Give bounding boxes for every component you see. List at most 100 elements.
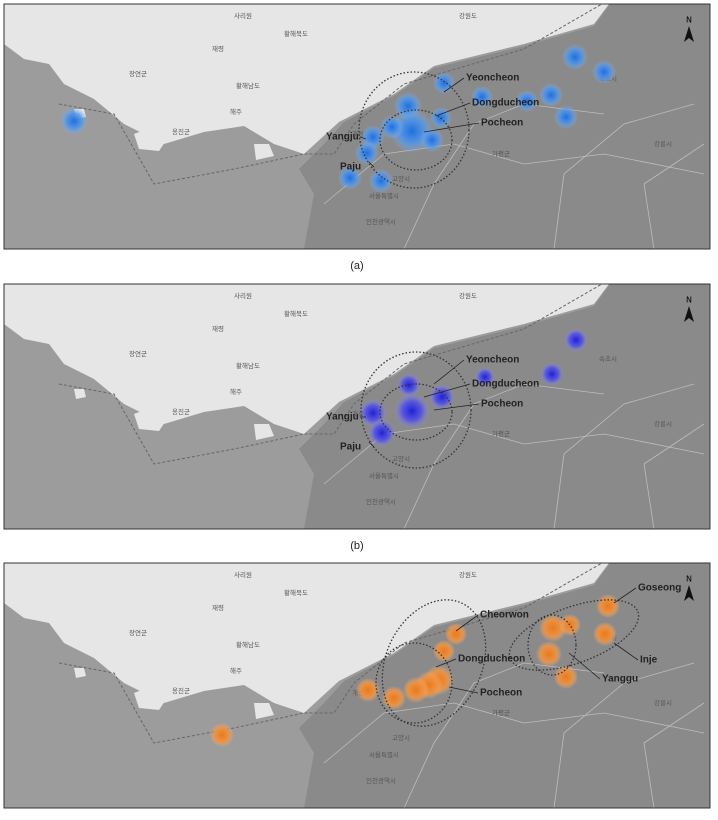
north-label: N — [686, 296, 692, 305]
region-outline — [527, 614, 577, 676]
region-outline — [375, 642, 453, 724]
map-place-label: 고양시 — [392, 734, 410, 742]
map-place-label: 서울특별시 — [369, 471, 399, 480]
leader-line — [435, 102, 471, 117]
hotspot — [433, 640, 455, 662]
map-place-label: 속초시 — [599, 355, 617, 363]
panel-frame — [3, 562, 711, 809]
leader-line — [448, 686, 479, 694]
leader-line — [613, 587, 637, 604]
region-label: Yeoncheon — [466, 73, 519, 84]
map-place-label: 장연군 — [129, 69, 147, 78]
map-panel: 강원도사리원황해북도재령장연군황해남도해주옹진군개성서울특별시인천광역시고양시가… — [3, 562, 711, 809]
hotspot — [210, 723, 234, 747]
panel-caption: (a) — [350, 260, 363, 272]
map-place-label: 고양시 — [392, 455, 410, 463]
hotspot — [445, 623, 467, 645]
map-place-label: 황해북도 — [284, 309, 308, 318]
leader-line — [433, 403, 480, 411]
map-place-label: 재령 — [212, 604, 224, 612]
map-place-label: 사리원 — [234, 291, 252, 300]
map-place-label: 황해남도 — [236, 81, 260, 90]
hotspot — [338, 166, 362, 190]
leader-line — [435, 658, 457, 668]
map-place-label: 장연군 — [129, 349, 147, 358]
hotspot — [554, 665, 578, 689]
leader-line — [455, 614, 479, 632]
hotspot — [356, 678, 380, 702]
border — [58, 4, 603, 185]
map-place-label: 재령 — [212, 325, 224, 333]
hotspot — [420, 128, 444, 152]
region-label: Dongducheon — [472, 98, 539, 109]
hotspot — [564, 328, 588, 352]
panel-frame — [3, 3, 711, 250]
hotspot — [596, 594, 620, 618]
hotspot — [429, 384, 455, 410]
hotspot — [592, 60, 616, 84]
region-label: Yanggu — [602, 674, 638, 685]
map-place-label: 인천광역시 — [366, 217, 396, 226]
hotspot — [369, 169, 393, 193]
map-place-label: 강릉시 — [654, 419, 672, 428]
hotspot — [380, 115, 404, 139]
panel-frame — [3, 283, 711, 530]
region-label: Paju — [340, 442, 361, 453]
region-label: Yeoncheon — [466, 355, 519, 366]
map-place-label: 사리원 — [234, 570, 252, 579]
hotspot — [593, 622, 617, 646]
region-label: Dongducheon — [472, 379, 539, 390]
map-place-label: 강릉시 — [654, 698, 672, 707]
hotspot — [536, 641, 562, 667]
leader-line — [433, 359, 465, 385]
north-land — [4, 284, 609, 434]
region-outline — [379, 109, 453, 171]
hotspot — [475, 367, 495, 387]
leader-line — [613, 642, 639, 661]
map-place-label: 강원도 — [459, 11, 477, 20]
hotspot — [60, 107, 88, 135]
map-place-label: 해주 — [230, 666, 242, 675]
map-place-label: 사리원 — [234, 11, 252, 20]
map-place-label: 해주 — [230, 107, 242, 116]
map-place-label: 가평군 — [492, 708, 510, 717]
hotspot — [539, 83, 563, 107]
map-place-label: 강원도 — [459, 291, 477, 300]
region-outline — [358, 71, 470, 189]
map-place-label: 가평군 — [492, 149, 510, 158]
map-place-label: 황해남도 — [236, 361, 260, 370]
north-land — [4, 4, 609, 154]
north-arrow — [684, 306, 694, 322]
hotspot — [562, 44, 588, 70]
north-arrow — [684, 26, 694, 42]
map-place-label: 옹진군 — [172, 127, 190, 136]
leader-line — [568, 652, 601, 680]
map-place-label: 인천광역시 — [366, 497, 396, 506]
hotspot — [433, 72, 455, 94]
south-land — [299, 284, 710, 529]
region-label: Pocheon — [481, 118, 523, 129]
leader-line — [368, 441, 375, 448]
region-label: Pocheon — [480, 688, 522, 699]
region-label: Yangju — [326, 132, 359, 143]
leader-line — [359, 136, 367, 140]
hotspot — [368, 419, 396, 447]
map-place-label: 고양시 — [392, 175, 410, 183]
region-label: Pocheon — [481, 399, 523, 410]
border — [58, 284, 603, 465]
hotspot — [471, 86, 493, 108]
region-outline — [379, 383, 453, 441]
hotspot — [540, 362, 564, 386]
hotspot — [403, 677, 429, 703]
leader-line — [368, 161, 375, 168]
region-label: Dongducheon — [458, 654, 525, 665]
hotspot — [516, 90, 538, 112]
leader-line — [423, 383, 471, 398]
map-place-label: 옹진군 — [172, 686, 190, 695]
map-place-label: 서울특별시 — [369, 191, 399, 200]
map-place-label: 옹진군 — [172, 407, 190, 416]
map-place-label: 황해북도 — [284, 588, 308, 597]
roads — [323, 383, 705, 529]
region-outline — [381, 599, 487, 727]
